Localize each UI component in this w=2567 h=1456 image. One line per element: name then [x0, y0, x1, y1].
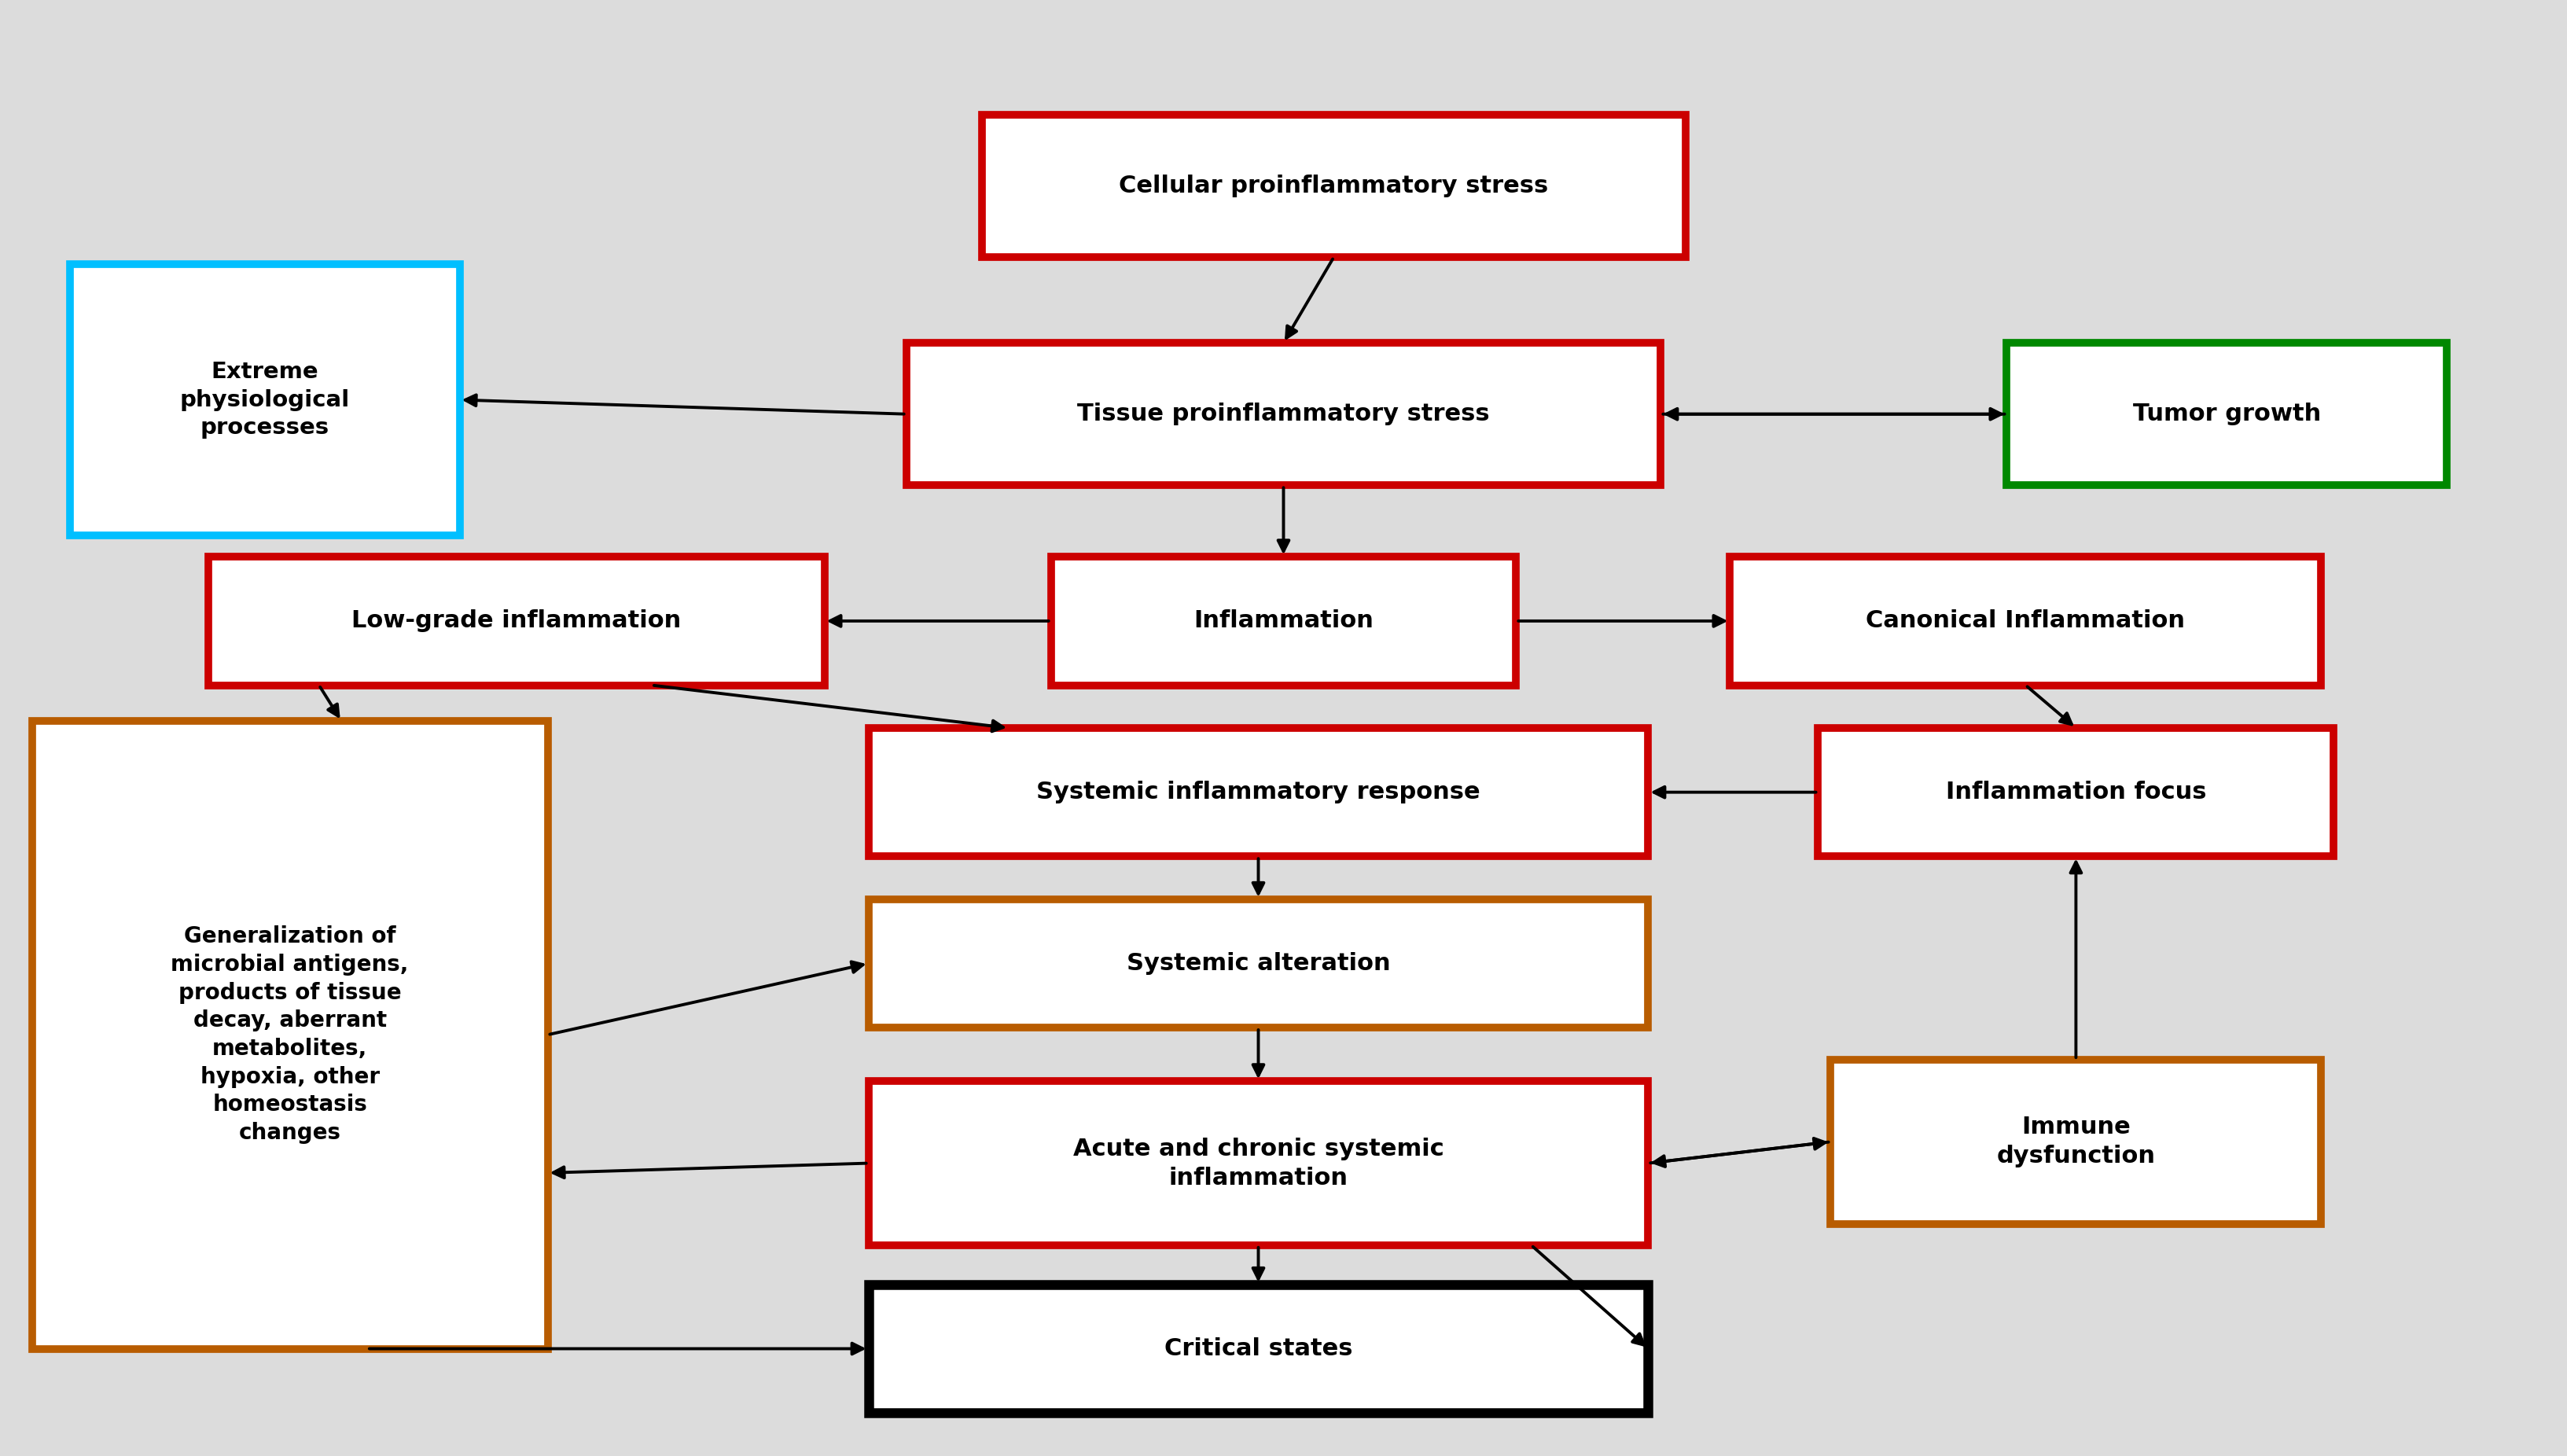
Text: Acute and chronic systemic
inflammation: Acute and chronic systemic inflammation: [1073, 1137, 1443, 1190]
Text: Generalization of
microbial antigens,
products of tissue
decay, aberrant
metabol: Generalization of microbial antigens, pr…: [172, 926, 408, 1144]
Text: Systemic alteration: Systemic alteration: [1127, 952, 1391, 976]
FancyBboxPatch shape: [2007, 342, 2446, 485]
FancyBboxPatch shape: [906, 342, 1661, 485]
Text: Low-grade inflammation: Low-grade inflammation: [352, 610, 680, 632]
Text: Immune
dysfunction: Immune dysfunction: [1997, 1115, 2156, 1168]
FancyBboxPatch shape: [981, 115, 1687, 258]
Text: Inflammation focus: Inflammation focus: [1946, 780, 2205, 804]
FancyBboxPatch shape: [1730, 556, 2321, 686]
FancyBboxPatch shape: [868, 1082, 1648, 1245]
FancyBboxPatch shape: [868, 1284, 1648, 1412]
Text: Inflammation: Inflammation: [1194, 610, 1373, 632]
Text: Tumor growth: Tumor growth: [2133, 403, 2321, 425]
Text: Critical states: Critical states: [1165, 1337, 1353, 1360]
FancyBboxPatch shape: [208, 556, 824, 686]
FancyBboxPatch shape: [1050, 556, 1517, 686]
FancyBboxPatch shape: [69, 265, 459, 536]
Text: Cellular proinflammatory stress: Cellular proinflammatory stress: [1119, 175, 1548, 197]
FancyBboxPatch shape: [1830, 1060, 2321, 1224]
FancyBboxPatch shape: [1817, 728, 2333, 856]
Text: Extreme
physiological
processes: Extreme physiological processes: [180, 361, 349, 438]
FancyBboxPatch shape: [31, 721, 547, 1348]
Text: Tissue proinflammatory stress: Tissue proinflammatory stress: [1078, 403, 1489, 425]
Text: Systemic inflammatory response: Systemic inflammatory response: [1037, 780, 1481, 804]
FancyBboxPatch shape: [868, 900, 1648, 1028]
FancyBboxPatch shape: [868, 728, 1648, 856]
Text: Canonical Inflammation: Canonical Inflammation: [1866, 610, 2185, 632]
